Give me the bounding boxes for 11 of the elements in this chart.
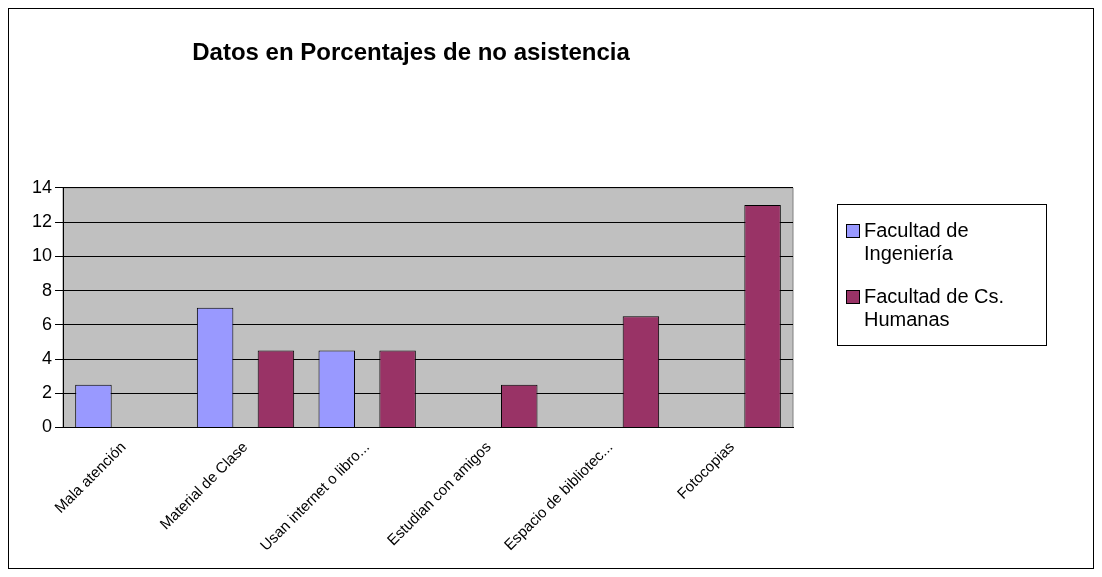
y-tick-label: 8: [42, 279, 53, 300]
y-tick-label: 10: [31, 245, 53, 266]
y-tick-label: 0: [42, 416, 53, 437]
y-tick-label: 6: [42, 313, 53, 334]
y-tick-label: 14: [31, 176, 53, 197]
legend-label: Facultad de Cs. Humanas: [864, 285, 1006, 331]
y-tick-label: 2: [42, 382, 53, 403]
chart-title: Datos en Porcentajes de no asistencia: [192, 38, 631, 66]
y-tick-label: 12: [31, 211, 53, 232]
legend-label: Facultad de Ingeniería: [864, 219, 970, 265]
y-tick-label: 4: [42, 347, 53, 368]
